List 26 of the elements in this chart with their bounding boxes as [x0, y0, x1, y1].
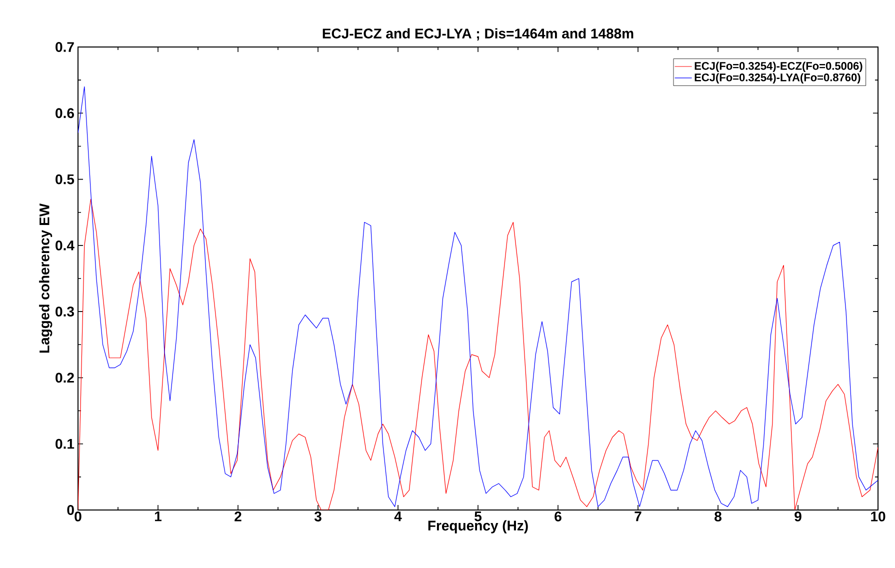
x-tick-label: 5: [474, 512, 482, 522]
x-tick-label: 10: [871, 512, 886, 522]
y-tick-label: 0.3: [56, 306, 74, 317]
x-tick-label: 3: [314, 512, 322, 522]
chart-title: ECJ-ECZ and ECJ-LYA ; Dis=1464m and 1488m: [322, 28, 634, 41]
x-tick-label: 7: [634, 512, 642, 522]
y-tick-label: 0.5: [56, 174, 74, 184]
y-tick-label: 0: [67, 505, 74, 515]
x-tick-label: 8: [714, 512, 722, 522]
x-tick-label: 9: [794, 512, 802, 522]
x-axis-title: Frequency (Hz): [428, 520, 528, 534]
y-tick-label: 0.7: [56, 42, 74, 52]
x-tick-label: 4: [394, 512, 402, 522]
legend-label: ECJ(Fo=0.3254)-ECZ(Fo=0.5006): [694, 62, 862, 72]
line-series: [78, 86, 878, 507]
x-tick-label: 0: [74, 512, 82, 522]
legend-label: ECJ(Fo=0.3254)-LYA(Fo=0.8760): [694, 73, 860, 84]
x-tick-label: 1: [154, 512, 162, 522]
line-series: [78, 198, 878, 510]
y-tick-label: 0.1: [56, 438, 74, 449]
y-tick-label: 0.2: [56, 372, 74, 383]
y-tick-label: 0.6: [56, 108, 74, 118]
x-tick-label: 6: [554, 512, 562, 522]
y-axis-title: Lagged coherency EW: [39, 203, 52, 353]
y-tick-label: 0.4: [56, 240, 74, 250]
x-tick-label: 2: [234, 512, 242, 522]
